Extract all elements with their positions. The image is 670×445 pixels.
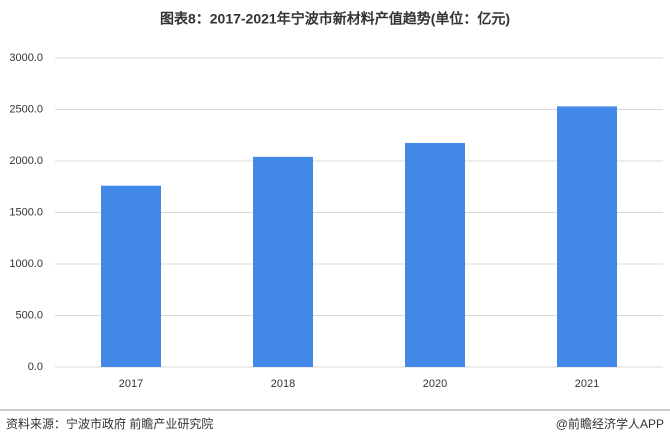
chart-title: 图表8：2017-2021年宁波市新材料产值趋势(单位：亿元) [160, 11, 510, 27]
x-tick-label: 2020 [423, 378, 447, 390]
x-tick-label: 2017 [119, 378, 143, 390]
y-tick-label: 2000.0 [9, 155, 43, 167]
bar [253, 156, 313, 367]
y-tick-label: 1500.0 [9, 206, 43, 218]
credit: @前瞻经济学人APP [556, 416, 664, 431]
y-tick-label: 1000.0 [9, 258, 43, 270]
y-tick-label: 2500.0 [9, 103, 43, 115]
y-tick-label: 3000.0 [9, 52, 43, 64]
y-tick-label: 0.0 [28, 361, 43, 373]
y-tick-label: 500.0 [15, 309, 43, 321]
bar [405, 142, 465, 367]
bar [557, 106, 617, 367]
bar [101, 185, 161, 367]
x-tick-label: 2021 [575, 378, 599, 390]
source: 资料来源：宁波市政府 前瞻产业研究院 [6, 416, 213, 431]
x-tick-label: 2018 [271, 378, 295, 390]
